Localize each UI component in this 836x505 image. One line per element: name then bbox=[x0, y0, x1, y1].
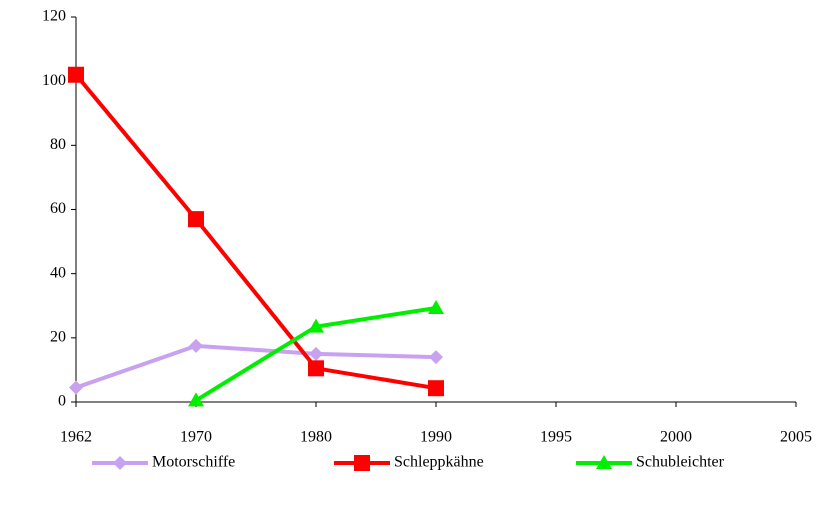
y-tick-label: 80 bbox=[50, 136, 66, 153]
x-tick-label: 2005 bbox=[780, 429, 812, 446]
y-tick-label: 0 bbox=[58, 393, 66, 410]
legend-marker bbox=[596, 455, 612, 469]
point bbox=[189, 338, 203, 353]
y-tick-label: 60 bbox=[50, 200, 66, 217]
y-tick-label: 20 bbox=[50, 329, 66, 346]
point bbox=[68, 66, 84, 83]
point bbox=[428, 299, 444, 314]
x-tick-label: 1990 bbox=[420, 429, 452, 446]
legend-label: Schleppkähne bbox=[394, 454, 484, 471]
series-line bbox=[75, 343, 437, 390]
y-tick-label: 40 bbox=[50, 264, 66, 281]
series-line bbox=[74, 73, 437, 391]
point bbox=[188, 211, 204, 228]
legend-label: Schubleichter bbox=[636, 454, 725, 471]
point bbox=[308, 318, 324, 333]
y-tick-label: 100 bbox=[42, 72, 66, 89]
x-tick-label: 1995 bbox=[540, 429, 572, 446]
point bbox=[429, 350, 443, 365]
x-tick-label: 1962 bbox=[60, 429, 92, 446]
y-tick-label: 120 bbox=[42, 8, 66, 25]
legend-marker bbox=[113, 456, 127, 470]
x-tick-label: 1970 bbox=[180, 429, 212, 446]
x-tick-label: 2000 bbox=[660, 429, 692, 446]
point bbox=[309, 346, 323, 361]
legend-marker bbox=[354, 455, 370, 471]
point bbox=[428, 380, 444, 397]
point bbox=[188, 392, 204, 407]
x-tick-label: 1980 bbox=[300, 429, 332, 446]
point bbox=[308, 360, 324, 377]
point bbox=[69, 380, 83, 395]
legend-label: Motorschiffe bbox=[152, 454, 235, 471]
